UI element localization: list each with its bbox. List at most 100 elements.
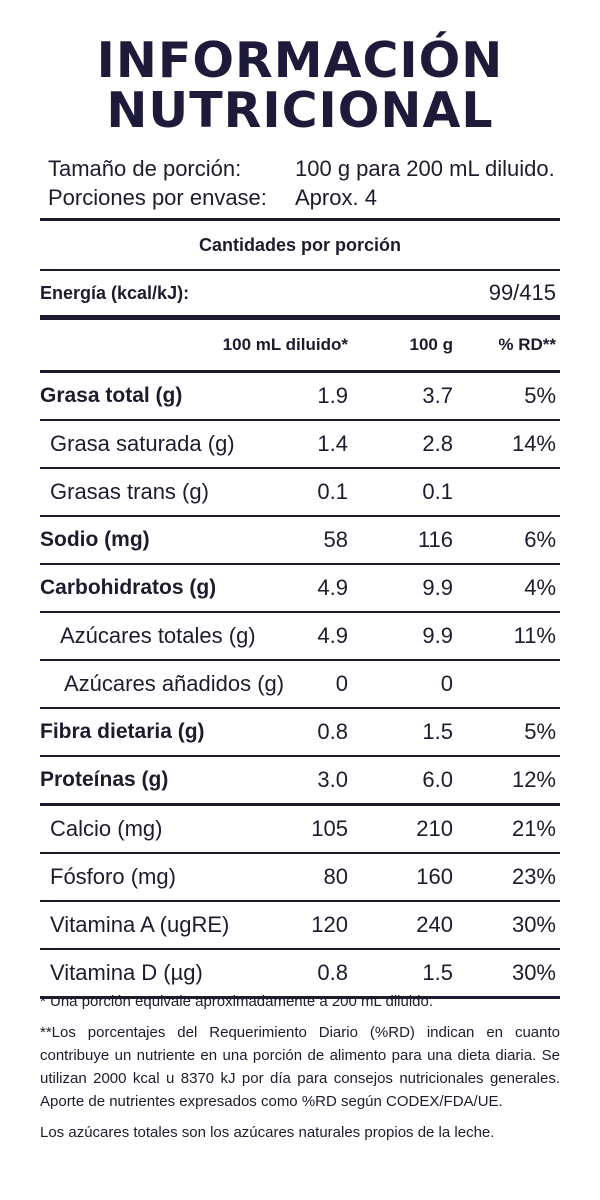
divider xyxy=(40,707,560,709)
nutrient-row: Grasa saturada (g) 1.4 2.8 14% xyxy=(40,421,560,467)
value-percent-rd: 14% xyxy=(511,431,556,456)
serving-size-row: Tamaño de porción: 100 g para 200 mL dil… xyxy=(48,154,560,183)
value-percent-rd xyxy=(460,661,560,707)
value-per-100g: 3.7 xyxy=(422,383,453,408)
divider xyxy=(40,900,560,902)
footnote-portion: * Una porción equivale aproximadamente a… xyxy=(40,993,434,1010)
value-per-100g: 6.0 xyxy=(422,767,453,792)
value-percent-rd: 30% xyxy=(511,960,556,985)
column-headers: 100 mL diluido* 100 g % RD** xyxy=(40,320,560,370)
value-per-100ml: 105 xyxy=(311,816,348,841)
value-per-100ml: 1.4 xyxy=(317,431,348,456)
value-percent-rd: 5% xyxy=(524,383,556,408)
divider xyxy=(40,269,560,271)
value-percent-rd: 21% xyxy=(511,816,556,841)
nutrient-name: Grasas trans (g) xyxy=(50,479,209,504)
divider xyxy=(40,755,560,757)
value-per-100g: 9.9 xyxy=(422,575,453,600)
nutrient-row: Fibra dietaria (g) 0.8 1.5 5% xyxy=(40,709,560,755)
label-title: INFORMACIÓN NUTRICIONAL xyxy=(0,36,600,136)
value-per-100g: 116 xyxy=(417,527,453,552)
nutrient-row: Carbohidratos (g) 4.9 9.9 4% xyxy=(40,565,560,611)
nutrient-row: Sodio (mg) 58 116 6% xyxy=(40,517,560,563)
nutrient-row: Grasas trans (g) 0.1 0.1 xyxy=(40,469,560,515)
divider xyxy=(40,467,560,469)
divider xyxy=(40,996,560,999)
nutrient-row: Azúcares añadidos (g) 0 0 xyxy=(40,661,560,707)
nutrient-row: Vitamina A (ugRE) 120 240 30% xyxy=(40,902,560,948)
value-per-100g: 240 xyxy=(416,912,453,937)
divider xyxy=(40,948,560,950)
value-percent-rd: 23% xyxy=(511,864,556,889)
nutrient-table: Grasa total (g) 1.9 3.7 5% Grasa saturada (g… xyxy=(40,373,560,999)
nutrient-name: Vitamina A (ugRE) xyxy=(50,912,230,937)
energy-row: Energía (kcal/kJ): 99/415 xyxy=(40,271,560,315)
column-header-diluted: 100 mL diluido* xyxy=(222,335,348,354)
footnote-sugars: Los azúcares totales son los azúcares na… xyxy=(40,1124,495,1141)
divider xyxy=(40,515,560,517)
divider xyxy=(40,852,560,854)
nutrient-name: Azúcares totales (g) xyxy=(60,623,256,648)
value-per-100ml: 80 xyxy=(323,864,348,889)
value-per-100g: 160 xyxy=(416,864,453,889)
nutrient-name: Proteínas (g) xyxy=(40,768,169,791)
energy-value: 99/415 xyxy=(488,280,556,305)
footnote-rd: **Los porcentajes del Requerimiento Diar… xyxy=(40,1024,560,1110)
divider xyxy=(40,611,560,613)
nutrient-name: Grasa saturada (g) xyxy=(50,431,235,456)
value-per-100ml: 0.8 xyxy=(317,719,348,744)
value-percent-rd: 6% xyxy=(524,527,556,552)
value-per-100g: 210 xyxy=(416,816,453,841)
divider xyxy=(40,370,560,373)
value-per-100g: 1.5 xyxy=(422,960,453,985)
nutrient-row: Vitamina D (µg) 0.8 1.5 30% xyxy=(40,950,560,996)
divider xyxy=(40,563,560,565)
value-per-100ml: 3.0 xyxy=(317,767,348,792)
value-percent-rd: 12% xyxy=(511,767,556,792)
value-per-100g: 2.8 xyxy=(422,431,453,456)
divider xyxy=(40,803,560,806)
value-per-100ml: 0 xyxy=(335,671,348,696)
value-per-100ml: 4.9 xyxy=(317,575,348,600)
nutrient-row: Fósforo (mg) 80 160 23% xyxy=(40,854,560,900)
nutrient-name: Grasa total (g) xyxy=(40,384,183,407)
value-percent-rd: 11% xyxy=(513,623,556,648)
divider xyxy=(40,419,560,421)
value-per-100ml: 4.9 xyxy=(317,623,348,648)
nutrient-name: Calcio (mg) xyxy=(50,816,163,841)
servings-per-container-label: Porciones por envase: xyxy=(48,185,267,210)
nutrient-row: Grasa total (g) 1.9 3.7 5% xyxy=(40,373,560,419)
nutrient-name: Fósforo (mg) xyxy=(50,864,176,889)
value-percent-rd: 30% xyxy=(511,912,556,937)
value-per-100g: 9.9 xyxy=(422,623,453,648)
serving-size-value: 100 g para 200 mL diluido. xyxy=(295,156,555,181)
value-per-100ml: 120 xyxy=(311,912,348,937)
amounts-heading: Cantidades por porción xyxy=(198,235,402,255)
value-per-100g: 0.1 xyxy=(422,479,453,504)
energy-label: Energía (kcal/kJ): xyxy=(40,283,190,303)
value-percent-rd: 5% xyxy=(524,719,556,744)
nutrient-name: Sodio (mg) xyxy=(40,528,150,551)
value-per-100g: 0 xyxy=(440,671,453,696)
divider-thick xyxy=(40,315,560,320)
value-percent-rd xyxy=(460,469,560,515)
value-per-100g: 1.5 xyxy=(422,719,453,744)
column-header-100g: 100 g xyxy=(409,335,453,354)
value-percent-rd: 4% xyxy=(524,575,556,600)
nutrient-name: Fibra dietaria (g) xyxy=(40,720,205,743)
value-per-100ml: 0.8 xyxy=(317,960,348,985)
title-line-2: NUTRICIONAL xyxy=(106,82,494,139)
nutrient-row: Proteínas (g) 3.0 6.0 12% xyxy=(40,757,560,803)
title-line-1: INFORMACIÓN xyxy=(96,32,504,89)
nutrition-facts-panel: Tamaño de porción: 100 g para 200 mL dil… xyxy=(40,150,560,999)
divider xyxy=(40,659,560,661)
servings-per-container-value: Aprox. 4 xyxy=(295,185,377,210)
value-per-100ml: 0.1 xyxy=(317,479,348,504)
value-per-100ml: 1.9 xyxy=(317,383,348,408)
nutrient-name: Azúcares añadidos (g) xyxy=(64,671,285,696)
divider xyxy=(40,218,560,221)
serving-size-label: Tamaño de porción: xyxy=(48,156,242,181)
nutrient-row: Azúcares totales (g) 4.9 9.9 11% xyxy=(40,613,560,659)
value-per-100ml: 58 xyxy=(323,527,348,552)
serving-info: Tamaño de porción: 100 g para 200 mL dil… xyxy=(40,154,560,212)
